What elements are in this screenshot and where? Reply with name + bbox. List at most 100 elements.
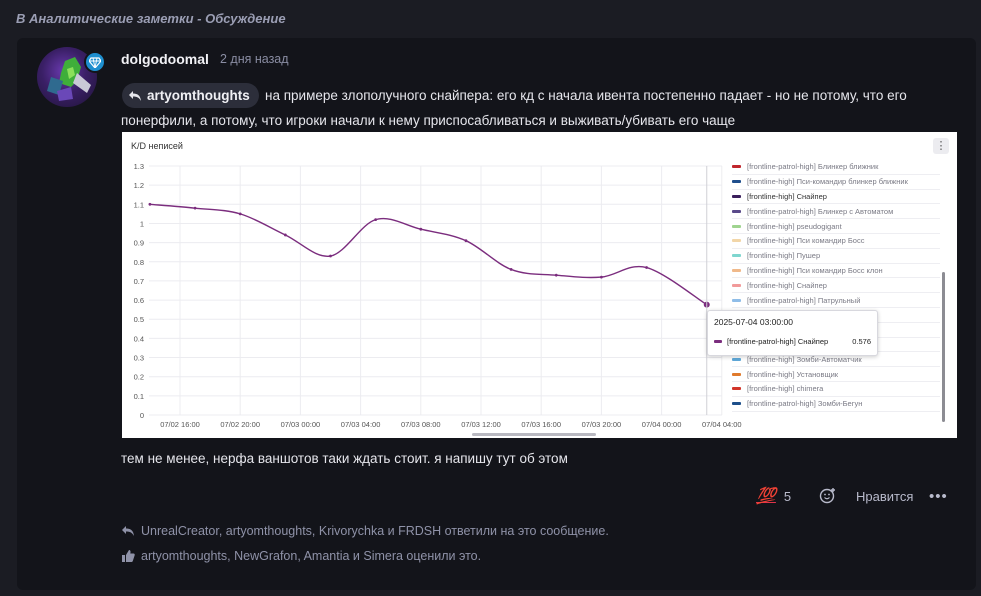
y-tick-label: 0.3: [134, 354, 144, 363]
data-point: [509, 268, 513, 271]
chart-menu-icon[interactable]: ⋮: [933, 138, 949, 154]
legend-item[interactable]: [frontline-high] pseudogigant: [732, 219, 940, 234]
data-point: [283, 233, 287, 237]
tooltip-series: [frontline-patrol-high] Снайпер: [727, 337, 829, 346]
breadcrumb[interactable]: В Аналитические заметки - Обсуждение: [16, 11, 286, 26]
legend-label: [frontline-high] pseudogigant: [747, 221, 842, 231]
legend-item[interactable]: [frontline-high] Пси командир Босс клон: [732, 264, 940, 279]
add-emoji-icon: [819, 488, 835, 504]
legend-label: [frontline-patrol-high] Блинкер с Автома…: [747, 206, 894, 216]
legend-label: [frontline-high] Снайпер: [747, 191, 827, 201]
legend-item[interactable]: [frontline-patrol-high] Блинкер ближник: [732, 160, 940, 175]
y-tick-label: 0.6: [134, 296, 144, 305]
series-line: [149, 203, 708, 306]
data-point: [148, 202, 152, 206]
post-time[interactable]: 2 дня назад: [220, 52, 289, 66]
legend-swatch: [732, 372, 741, 376]
y-tick-label: 0.7: [134, 277, 144, 286]
legend-item[interactable]: [frontline-patrol-high] Патрульный: [732, 293, 940, 308]
legend-item[interactable]: [frontline-high] Пси-командир блинкер бл…: [732, 175, 940, 190]
data-point: [238, 212, 242, 216]
thumbs-up-icon: [122, 550, 135, 562]
reaction-100[interactable]: 💯 5: [756, 486, 791, 506]
x-tick-label: 07/03 20:00: [582, 420, 622, 429]
legend-item[interactable]: [frontline-patrol-high] Блинкер с Автома…: [732, 204, 940, 220]
legend-label: [frontline-high] Пушер: [747, 251, 821, 261]
legend-item[interactable]: [frontline-high] Пушер: [732, 249, 940, 264]
chart-legend[interactable]: [frontline-patrol-high] Блинкер ближник […: [732, 160, 940, 430]
likes-summary[interactable]: artyomthoughts, NewGrafon, Amantia и Sim…: [121, 549, 481, 563]
legend-swatch: [732, 209, 741, 213]
legend-item[interactable]: [frontline-high] Зомби-Автоматчик: [732, 352, 940, 368]
legend-item[interactable]: [frontline-high] chimera: [732, 382, 940, 397]
y-tick-label: 1.2: [134, 181, 144, 190]
x-tick-label: 07/03 16:00: [521, 420, 561, 429]
post-text-line: тем не менее, нерфа ваншотов таки ждать …: [121, 451, 568, 466]
legend-label: [frontline-patrol-high] Патрульный: [747, 295, 861, 305]
data-point: [464, 239, 468, 243]
x-tick-label: 07/03 12:00: [461, 420, 501, 429]
y-tick-label: 0.1: [134, 392, 144, 401]
replies-summary[interactable]: UnrealCreator, artyomthoughts, Krivorych…: [121, 524, 609, 538]
x-tick-label: 07/02 16:00: [160, 420, 200, 429]
legend-swatch: [732, 298, 741, 302]
legend-swatch: [732, 402, 741, 406]
x-tick-label: 07/03 04:00: [341, 420, 381, 429]
y-tick-label: 1.1: [134, 200, 144, 209]
y-tick-label: 0: [140, 411, 144, 420]
kd-chart[interactable]: 1.3 1.2 1.1 1 0.9 0.8 0.7 0.6 0.5 0.4 0.3 0.2 0.1 0 07…: [122, 132, 957, 438]
like-button[interactable]: Нравится: [856, 488, 914, 504]
y-tick-label: 0.4: [134, 334, 144, 343]
post-card: dolgodoomal 2 дня назад artyomthoughts н…: [17, 38, 976, 590]
legend-swatch: [732, 194, 741, 198]
legend-label: [frontline-patrol-high] Зомби-Бегун: [747, 399, 863, 409]
legend-swatch: [732, 254, 741, 258]
legend-swatch: [732, 357, 741, 361]
reply-icon: [129, 90, 141, 101]
legend-swatch: [732, 387, 741, 391]
legend-item[interactable]: [frontline-high] Пси командир Босс: [732, 234, 940, 249]
legend-label: [frontline-high] chimera: [747, 384, 824, 394]
legend-swatch: [732, 239, 741, 243]
tooltip-swatch: [714, 340, 722, 343]
replies-text: UnrealCreator, artyomthoughts, Krivorych…: [141, 524, 609, 538]
chart-hscrollbar[interactable]: [472, 433, 596, 436]
y-tick-label: 1.3: [134, 162, 144, 171]
more-options-icon[interactable]: •••: [929, 487, 948, 505]
legend-swatch: [732, 224, 741, 228]
x-tick-label: 07/04 04:00: [702, 420, 742, 429]
y-tick-label: 0.5: [134, 315, 144, 324]
chart-title: K/D неписей: [131, 141, 183, 151]
legend-label: [frontline-high] Снайпер: [747, 280, 827, 290]
diamond-badge-icon: [84, 51, 106, 73]
legend-scrollbar[interactable]: [942, 272, 945, 422]
x-tick-label: 07/03 00:00: [281, 420, 321, 429]
chart-tooltip: 2025-07-04 03:00:00 [frontline-patrol-hi…: [707, 310, 878, 356]
quoted-user-name: artyomthoughts: [147, 88, 250, 103]
chart-canvas: 1.3 1.2 1.1 1 0.9 0.8 0.7 0.6 0.5 0.4 0.3 0.2 0.1 0 07…: [134, 162, 742, 429]
x-tick-label: 07/02 20:00: [220, 420, 260, 429]
tooltip-time: 2025-07-04 03:00:00: [714, 317, 793, 327]
legend-item[interactable]: [frontline-patrol-high] Зомби-Бегун: [732, 397, 940, 412]
x-tick-label: 07/04 00:00: [642, 420, 682, 429]
y-tick-label: 0.8: [134, 258, 144, 267]
y-tick-label: 0.2: [134, 373, 144, 382]
legend-label: [frontline-high] Пси командир Босс: [747, 236, 865, 246]
author-name[interactable]: dolgodoomal: [121, 51, 209, 67]
x-tick-label: 07/03 08:00: [401, 420, 441, 429]
legend-swatch: [732, 283, 741, 287]
data-point: [374, 218, 378, 222]
avatar[interactable]: [37, 47, 106, 107]
tooltip-value: 0.576: [852, 337, 871, 346]
legend-item[interactable]: [frontline-high] Установщик: [732, 367, 940, 382]
legend-item[interactable]: [frontline-high] Снайпер: [732, 190, 940, 205]
add-reaction-button[interactable]: [819, 486, 837, 506]
legend-label: [frontline-high] Пси-командир блинкер бл…: [747, 177, 908, 187]
hundred-emoji-icon: 💯: [756, 488, 776, 505]
quoted-user-chip[interactable]: artyomthoughts: [122, 83, 259, 108]
post-text-line: на примере злополучного снайпера: его кд…: [265, 88, 907, 103]
legend-item[interactable]: [frontline-high] Снайпер: [732, 278, 940, 294]
legend-label: [frontline-high] Зомби-Автоматчик: [747, 354, 862, 364]
likes-text: artyomthoughts, NewGrafon, Amantia и Sim…: [141, 549, 482, 563]
y-tick-label: 0.9: [134, 239, 144, 248]
